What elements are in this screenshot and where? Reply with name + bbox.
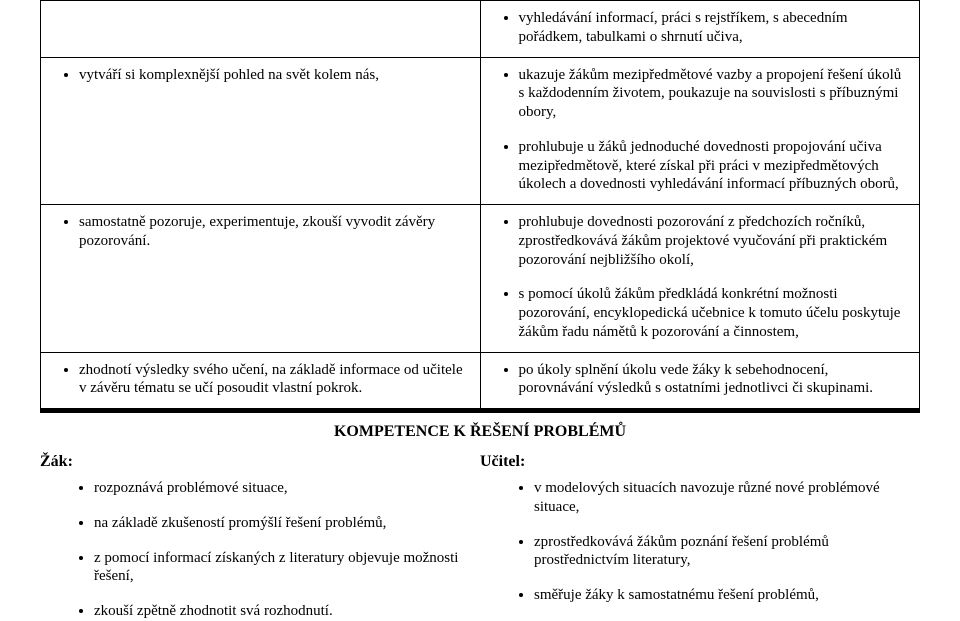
role-label-student: Žák: <box>40 453 480 471</box>
table-cell-left <box>41 1 481 58</box>
table-cell-left: zhodnotí výsledky svého učení, na základ… <box>41 352 481 409</box>
list-item: prohlubuje u žáků jednoduché dovednosti … <box>519 138 908 194</box>
table-cell-right: po úkoly splnění úkolu vede žáky k sebeh… <box>480 352 920 409</box>
list-item: v modelových situacích navozuje různé no… <box>534 479 908 517</box>
list-item: po úkoly splnění úkolu vede žáky k sebeh… <box>519 361 908 399</box>
list-item: vytváří si komplexnější pohled na svět k… <box>79 66 468 85</box>
competency-table: vyhledávání informací, práci s rejstříke… <box>40 0 920 409</box>
list-item: zkouší zpětně zhodnotit svá rozhodnutí. <box>94 602 468 621</box>
table-cell-right: prohlubuje dovednosti pozorování z předc… <box>480 205 920 353</box>
lower-col-right: v modelových situacích navozuje různé no… <box>480 477 920 621</box>
table-row: vyhledávání informací, práci s rejstříke… <box>41 1 920 58</box>
list-item: prohlubuje dovednosti pozorování z předc… <box>519 213 908 269</box>
table-cell-left: samostatně pozoruje, experimentuje, zkou… <box>41 205 481 353</box>
list-item: ukazuje žákům mezipředmětové vazby a pro… <box>519 66 908 122</box>
section-divider <box>40 409 920 413</box>
table-row: vytváří si komplexnější pohled na svět k… <box>41 57 920 205</box>
list-item: z pomocí informací získaných z literatur… <box>94 549 468 587</box>
lower-col-left: rozpoznává problémové situace, na základ… <box>40 477 480 621</box>
list-item: vyhledávání informací, práci s rejstříke… <box>519 9 908 47</box>
section-title: KOMPETENCE K ŘEŠENÍ PROBLÉMŮ <box>40 423 920 441</box>
table-row: samostatně pozoruje, experimentuje, zkou… <box>41 205 920 353</box>
table-row: zhodnotí výsledky svého učení, na základ… <box>41 352 920 409</box>
list-item: zhodnotí výsledky svého učení, na základ… <box>79 361 468 399</box>
list-item: s pomocí úkolů žákům předkládá konkrétní… <box>519 285 908 341</box>
list-item: zprostředkovává žákům poznání řešení pro… <box>534 533 908 571</box>
list-item: směřuje žáky k samostatnému řešení probl… <box>534 586 908 605</box>
list-item: na základě zkušeností promýšlí řešení pr… <box>94 514 468 533</box>
lower-columns: rozpoznává problémové situace, na základ… <box>40 477 920 621</box>
table-cell-right: vyhledávání informací, práci s rejstříke… <box>480 1 920 58</box>
role-row: Žák: Učitel: <box>40 453 920 471</box>
list-item: rozpoznává problémové situace, <box>94 479 468 498</box>
table-cell-right: ukazuje žákům mezipředmětové vazby a pro… <box>480 57 920 205</box>
role-label-teacher: Učitel: <box>480 453 920 471</box>
list-item: samostatně pozoruje, experimentuje, zkou… <box>79 213 468 251</box>
table-cell-left: vytváří si komplexnější pohled na svět k… <box>41 57 481 205</box>
